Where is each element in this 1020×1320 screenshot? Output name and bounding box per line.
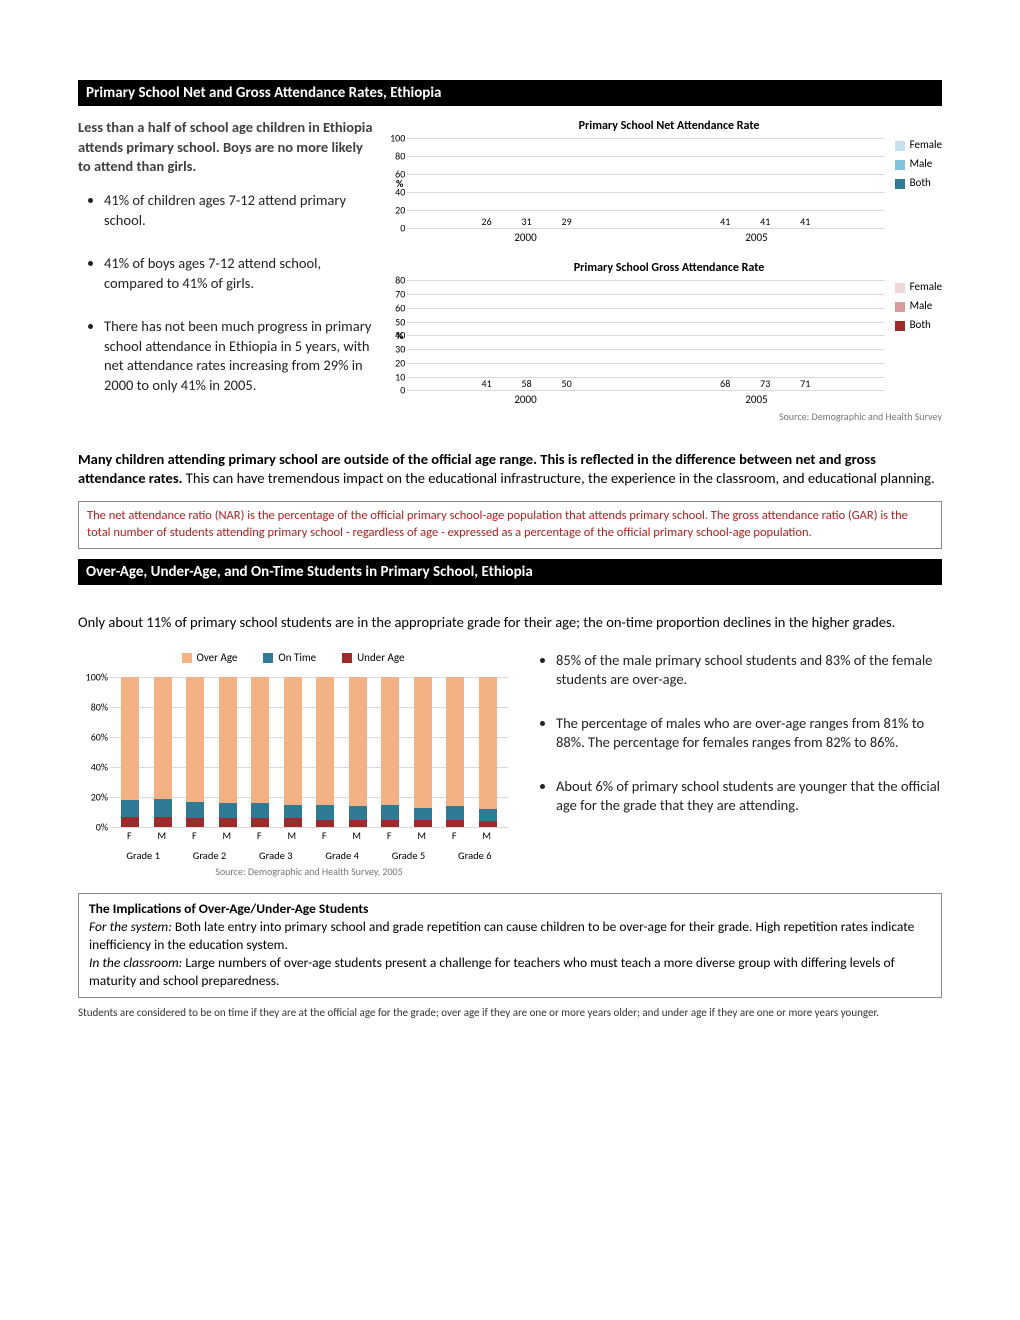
bullet: 41% of boys ages 7-12 attend school, com… — [104, 254, 378, 293]
bullet: About 6% of primary school students are … — [556, 777, 942, 816]
text: Both late entry into primary school and … — [89, 918, 914, 953]
section1-right-col: Primary School Net Attendance Rate % 020… — [396, 118, 942, 432]
bullet: The percentage of males who are over-age… — [556, 714, 942, 753]
chart-legend: FemaleMaleBoth — [885, 138, 942, 228]
section1-body: Less than a half of school age children … — [78, 118, 942, 432]
implications-box: The Implications of Over-Age/Under-Age S… — [78, 893, 942, 998]
chart-source: Source: Demographic and Health Survey, 2… — [110, 865, 508, 879]
bullet: There has not been much progress in prim… — [104, 317, 378, 395]
section1-left-col: Less than a half of school age children … — [78, 118, 378, 432]
bullet: 41% of children ages 7-12 attend primary… — [104, 191, 378, 230]
chart-legend: FemaleMaleBoth — [885, 280, 942, 390]
implications-classroom: In the classroom: Large numbers of over-… — [89, 954, 931, 990]
section1-midpara: Many children attending primary school a… — [78, 450, 942, 489]
x-axis-labels: 20002005 — [410, 393, 872, 408]
section1-banner: Primary School Net and Gross Attendance … — [78, 80, 942, 106]
chart-source: Source: Demographic and Health Survey — [396, 410, 942, 424]
section1-bullets: 41% of children ages 7-12 attend primary… — [78, 191, 378, 396]
implications-system: For the system: Both late entry into pri… — [89, 918, 931, 954]
chart-title: Primary School Gross Attendance Rate — [396, 260, 942, 276]
section2-banner: Over-Age, Under-Age, and On-Time Student… — [78, 559, 942, 585]
stacked-bar-chart: Over AgeOn TimeUnder Age 0%20%40%60%80%1… — [78, 651, 508, 879]
section2-left-col: Over AgeOn TimeUnder Age 0%20%40%60%80%1… — [78, 651, 508, 879]
section1-lead: Less than a half of school age children … — [78, 118, 378, 177]
definition-box: The net attendance ratio (NAR) is the pe… — [78, 501, 942, 549]
chart-plot-area: 0%20%40%60%80%100% — [110, 677, 508, 827]
chart-plot-area: 020406080100263129414141 — [407, 138, 884, 228]
midpara-rest: This can have tremendous impact on the e… — [182, 469, 934, 487]
section2-footnote: Students are considered to be on time if… — [78, 1006, 942, 1021]
bullet: 85% of the male primary school students … — [556, 651, 942, 690]
implications-title: The Implications of Over-Age/Under-Age S… — [89, 900, 931, 918]
section2-body: Over AgeOn TimeUnder Age 0%20%40%60%80%1… — [78, 651, 942, 879]
x-axis-labels: 20002005 — [410, 231, 872, 246]
x-axis-labels: FMFMFMFMFMFM — [110, 827, 508, 843]
section2-intro: Only about 11% of primary school student… — [78, 613, 942, 633]
grade-labels: Grade 1Grade 2Grade 3Grade 4Grade 5Grade… — [110, 849, 508, 863]
net-attendance-chart: Primary School Net Attendance Rate % 020… — [396, 118, 942, 246]
section2-right-col: 85% of the male primary school students … — [530, 651, 942, 879]
chart-plot-area: 01020304050607080415850687371 — [407, 280, 884, 390]
gross-attendance-chart: Primary School Gross Attendance Rate % 0… — [396, 260, 942, 424]
label: In the classroom: — [89, 954, 182, 971]
label: For the system: — [89, 918, 172, 935]
section2-bullets: 85% of the male primary school students … — [530, 651, 942, 816]
text: Large numbers of over-age students prese… — [89, 954, 895, 989]
chart-title: Primary School Net Attendance Rate — [396, 118, 942, 134]
chart-legend: Over AgeOn TimeUnder Age — [78, 651, 508, 670]
